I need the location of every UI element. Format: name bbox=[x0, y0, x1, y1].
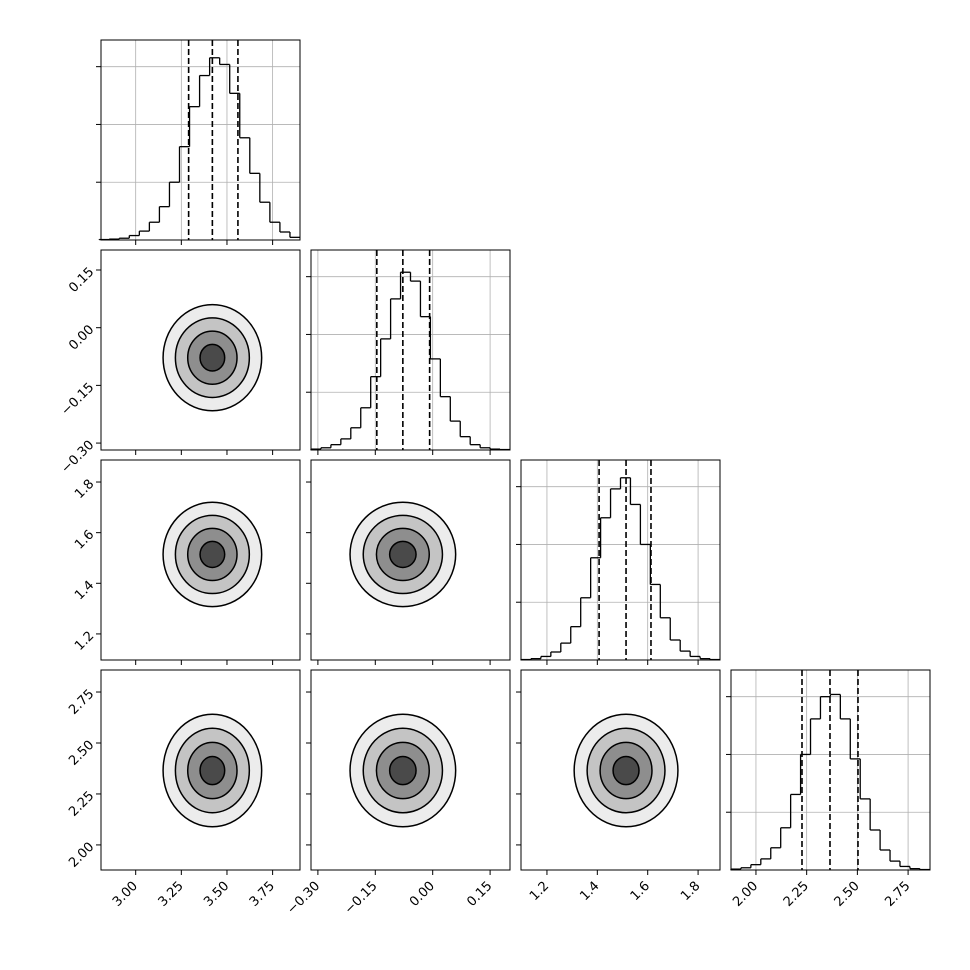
density-contour bbox=[199, 540, 226, 569]
y-tick-label: 1.8 bbox=[72, 477, 97, 502]
panel bbox=[516, 459, 721, 665]
y-tick-label: −0.15 bbox=[59, 380, 98, 419]
y-tick-label: 1.2 bbox=[72, 629, 97, 654]
density-contour bbox=[612, 755, 640, 786]
panel-frame bbox=[310, 669, 511, 871]
panel-frame bbox=[100, 459, 301, 661]
x-tick-label: 0.00 bbox=[407, 879, 438, 910]
y-tick-label: 1.6 bbox=[72, 527, 97, 552]
y-tick-label: 0.00 bbox=[66, 322, 97, 353]
panel-frame bbox=[520, 459, 721, 661]
panel: 3.00 3.25 3.50 3.75 2.00 2.25 2.50 2.75 bbox=[66, 669, 301, 910]
density-contour bbox=[388, 540, 417, 569]
histogram-riser bbox=[310, 272, 501, 450]
x-tick-label: 2.50 bbox=[832, 879, 863, 910]
panel-frame bbox=[100, 669, 301, 871]
y-tick-label: 1.4 bbox=[72, 578, 97, 603]
x-tick-label: 3.25 bbox=[156, 879, 187, 910]
panel: −0.30 −0.15 0.00 0.15 bbox=[59, 249, 301, 477]
panel: −0.30 −0.15 0.00 0.15 bbox=[284, 669, 511, 918]
panel-frame bbox=[100, 39, 301, 241]
histogram-riser bbox=[98, 57, 291, 240]
panel bbox=[306, 249, 511, 455]
panel bbox=[306, 459, 511, 665]
x-tick-label: 3.50 bbox=[201, 879, 232, 910]
panel-frame bbox=[310, 249, 511, 451]
x-tick-label: 2.00 bbox=[730, 879, 761, 910]
y-tick-label: 2.00 bbox=[66, 840, 97, 871]
x-tick-label: 1.8 bbox=[678, 879, 703, 904]
density-contour bbox=[199, 343, 226, 372]
panel: 2.00 2.25 2.50 2.75 bbox=[726, 669, 931, 910]
x-tick-label: 3.75 bbox=[247, 879, 278, 910]
x-tick-label: 1.6 bbox=[628, 879, 653, 904]
x-tick-label: 2.75 bbox=[882, 879, 913, 910]
x-tick-label: 0.15 bbox=[464, 879, 495, 910]
x-tick-label: 1.2 bbox=[527, 879, 552, 904]
y-tick-label: 2.25 bbox=[66, 789, 97, 820]
panel: 1.2 1.4 1.6 1.8 bbox=[72, 459, 301, 665]
histogram-riser bbox=[730, 694, 921, 870]
x-tick-label: 1.4 bbox=[577, 879, 602, 904]
x-tick-label: −0.30 bbox=[284, 879, 323, 918]
y-tick-label: 2.75 bbox=[66, 687, 97, 718]
y-tick-label: −0.30 bbox=[59, 438, 98, 477]
panel-frame bbox=[730, 669, 931, 871]
y-tick-label: 0.15 bbox=[66, 265, 97, 296]
panel: 1.2 1.4 1.6 1.8 bbox=[516, 669, 721, 904]
density-contour bbox=[199, 755, 226, 786]
x-tick-label: 3.00 bbox=[110, 879, 141, 910]
panel-frame bbox=[100, 249, 301, 451]
x-tick-label: 2.25 bbox=[781, 879, 812, 910]
panel-frame bbox=[310, 459, 511, 661]
density-contour bbox=[388, 755, 417, 786]
panel bbox=[96, 39, 301, 245]
histogram-riser bbox=[520, 477, 711, 660]
panel-frame bbox=[520, 669, 721, 871]
y-tick-label: 2.50 bbox=[66, 738, 97, 769]
x-tick-label: −0.15 bbox=[342, 879, 381, 918]
